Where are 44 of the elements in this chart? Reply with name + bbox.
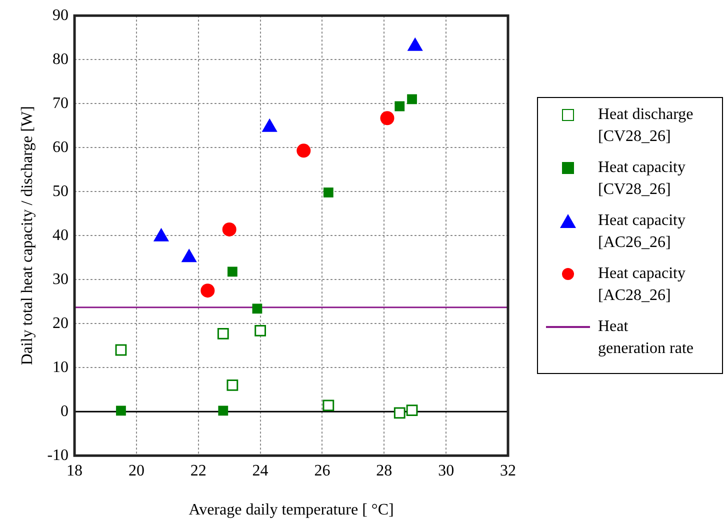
point (407, 94, 417, 104)
y-tick-label: 40 (52, 226, 69, 244)
point (218, 406, 228, 416)
point (406, 404, 418, 416)
legend-label: Heat capacity [AC28_26] (598, 264, 686, 306)
legend-label: Heat capacity [CV28_26] (598, 158, 686, 200)
point (254, 324, 266, 336)
point (226, 380, 238, 391)
legend-label: Heat capacity [AC26_26] (598, 211, 686, 253)
x-tick-label: 26 (314, 462, 330, 480)
point (200, 284, 215, 298)
y-tick-label: 50 (52, 182, 69, 200)
y-tick-label: 30 (52, 270, 69, 288)
point (227, 266, 238, 277)
x-tick-label: 32 (500, 462, 516, 480)
y-tick-label: 60 (52, 138, 69, 156)
point (115, 344, 127, 356)
x-axis-title: Average daily temperature [ °C] (188, 502, 394, 519)
point (252, 304, 262, 314)
x-tick-label: 28 (376, 462, 392, 480)
y-tick-label: 10 (52, 358, 69, 376)
point (323, 188, 334, 198)
y-tick-label: 20 (52, 314, 69, 332)
y-tick-label: 90 (52, 6, 69, 24)
y-tick-label: 70 (52, 94, 69, 112)
x-tick-label: 24 (252, 462, 268, 480)
point (222, 222, 236, 236)
y-tick-label: 0 (60, 402, 69, 420)
point (322, 400, 334, 412)
legend-label: Heat discharge [CV28_26] (598, 105, 694, 147)
y-tick-label: 80 (52, 50, 69, 68)
x-tick-label: 22 (190, 462, 206, 480)
legend-label: Heat generation rate (598, 317, 694, 359)
point (296, 144, 311, 158)
y-axis-title: Daily total heat capacity / discharge [W] (18, 106, 36, 366)
x-tick-label: 20 (128, 462, 144, 480)
x-tick-label: 18 (66, 462, 83, 480)
point (380, 111, 394, 126)
point (394, 101, 405, 112)
point (394, 407, 406, 419)
x-tick-label: 30 (438, 462, 454, 480)
y-tick-label: -10 (47, 446, 69, 464)
point (116, 406, 126, 416)
point (217, 328, 229, 340)
